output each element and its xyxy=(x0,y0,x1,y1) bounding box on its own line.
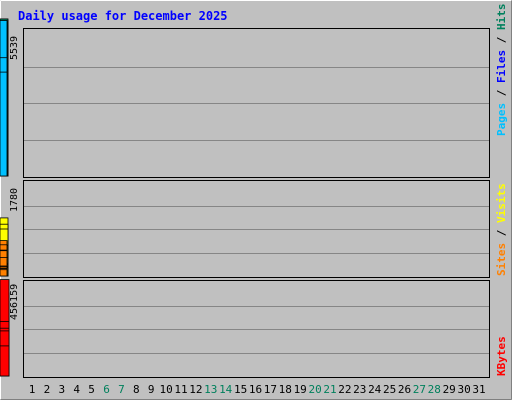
day-label-15: 15 xyxy=(234,383,247,396)
day-label-26: 26 xyxy=(398,383,411,396)
mid-legend: Sites / Visits xyxy=(495,183,508,276)
day-label-27: 27 xyxy=(413,383,426,396)
grid-lines xyxy=(24,67,489,354)
legend-sites: Sites xyxy=(495,243,508,276)
day-label-9: 9 xyxy=(148,383,155,396)
chart-title: Daily usage for December 2025 xyxy=(18,9,228,23)
legend-visits: Visits xyxy=(495,183,508,223)
day-label-5: 5 xyxy=(88,383,95,396)
day-label-23: 23 xyxy=(353,383,366,396)
legend-sep: / xyxy=(495,223,508,243)
legend-files: Files xyxy=(495,50,508,83)
day-label-20: 20 xyxy=(308,383,321,396)
day-label-22: 22 xyxy=(338,383,351,396)
day-label-24: 24 xyxy=(368,383,382,396)
day-label-21: 21 xyxy=(323,383,336,396)
bar-marks xyxy=(0,18,10,377)
bottom-panel-max-label: 456159 xyxy=(9,284,20,320)
top-legend: Pages / Files / Hits xyxy=(495,4,508,137)
day-label-12: 12 xyxy=(189,383,202,396)
day-label-30: 30 xyxy=(457,383,470,396)
day-label-14: 14 xyxy=(219,383,233,396)
day-label-31: 31 xyxy=(472,383,485,396)
bottom-panel-frame xyxy=(23,280,490,378)
day-label-13: 13 xyxy=(204,383,217,396)
day-label-8: 8 xyxy=(133,383,140,396)
day-label-4: 4 xyxy=(73,383,80,396)
day-label-1: 1 xyxy=(29,383,36,396)
mid-panel-frame xyxy=(23,180,490,278)
day-label-25: 25 xyxy=(383,383,396,396)
bar-pages-day-31 xyxy=(0,71,8,177)
day-label-2: 2 xyxy=(44,383,51,396)
legend-kbytes: KBytes xyxy=(495,336,508,376)
day-label-18: 18 xyxy=(279,383,292,396)
day-label-7: 7 xyxy=(118,383,125,396)
mid-panel-max-label: 1780 xyxy=(9,188,20,212)
day-label-16: 16 xyxy=(249,383,262,396)
day-label-17: 17 xyxy=(264,383,277,396)
day-label-11: 11 xyxy=(174,383,187,396)
legend-sep: / xyxy=(495,83,508,103)
bar-kbytes-day-31 xyxy=(0,345,10,377)
legend-hits: Hits xyxy=(495,4,508,31)
top-panel-max-label: 5539 xyxy=(9,36,20,60)
legend-sep: / xyxy=(495,30,508,50)
bar-sites-day-31 xyxy=(0,269,8,277)
bottom-legend: KBytes xyxy=(495,336,508,376)
day-label-3: 3 xyxy=(58,383,65,396)
day-label-29: 29 xyxy=(443,383,456,396)
day-label-10: 10 xyxy=(159,383,172,396)
day-label-28: 28 xyxy=(428,383,441,396)
day-label-19: 19 xyxy=(294,383,307,396)
top-panel-frame xyxy=(23,28,490,178)
day-labels: 1 2 3 4 5 6 7 8 9 10 11 12 13 14 15 16 17 18 19 20 21 22 23 24 2… xyxy=(29,383,486,396)
day-label-6: 6 xyxy=(103,383,110,396)
legend-pages: Pages xyxy=(495,103,508,136)
